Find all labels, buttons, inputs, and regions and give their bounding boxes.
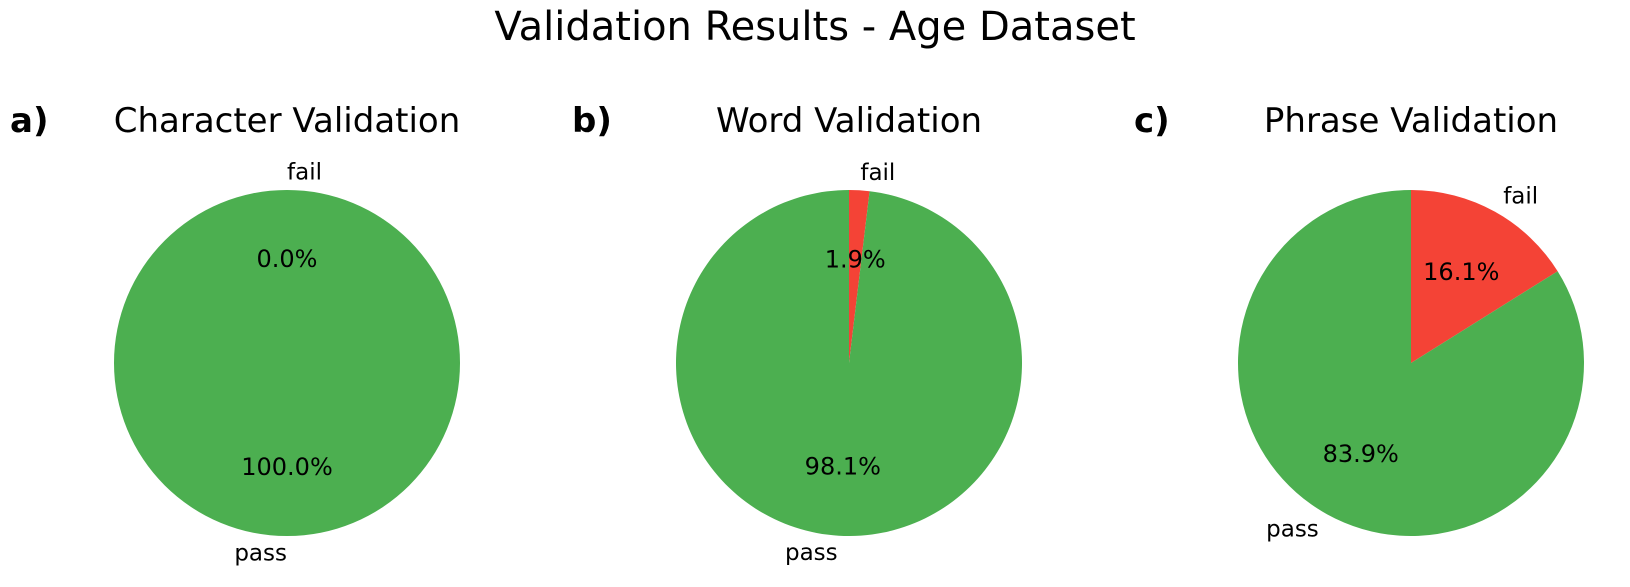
panel-title-word: Word Validation [716, 101, 982, 141]
pie-slices [1238, 190, 1584, 536]
pct-label-pass: 98.1% [805, 453, 881, 481]
pct-label-pass: 100.0% [241, 453, 333, 481]
pct-label-pass: 83.9% [1323, 440, 1399, 468]
slice-label-fail: fail [287, 160, 322, 186]
pie-slice-pass [1238, 190, 1584, 536]
pie-slice-fail [849, 190, 870, 363]
slice-label-fail: fail [1503, 184, 1538, 210]
pie-slice-pass [676, 190, 1023, 536]
slice-label-pass: pass [234, 540, 287, 566]
panel-letter-b: b) [572, 101, 612, 141]
panel-title-character: Character Validation [114, 101, 461, 141]
pct-label-fail: 16.1% [1423, 258, 1499, 286]
panel-title-phrase: Phrase Validation [1264, 101, 1558, 141]
pie-slice-pass [113, 189, 461, 537]
figure-title: Validation Results - Age Dataset [494, 4, 1135, 50]
pct-label-fail: 1.9% [825, 245, 886, 273]
pie-slices [676, 190, 1023, 536]
pie-panel-word: b) Word Validation 1.9% fail 98.1% pass [572, 101, 1023, 566]
slice-label-fail: fail [860, 160, 895, 186]
pie-slices [113, 189, 461, 537]
pie-slice-fail [1411, 190, 1558, 363]
panel-letter-c: c) [1134, 101, 1170, 141]
pie-panel-phrase: c) Phrase Validation 16.1% fail 83.9% pass [1134, 101, 1584, 542]
slice-label-pass: pass [1266, 516, 1319, 542]
pie-panel-character: a) Character Validation 0.0% fail 100.0% pa… [10, 101, 460, 566]
panel-letter-a: a) [10, 101, 48, 141]
pct-label-fail: 0.0% [257, 245, 318, 273]
slice-label-pass: pass [785, 540, 838, 566]
